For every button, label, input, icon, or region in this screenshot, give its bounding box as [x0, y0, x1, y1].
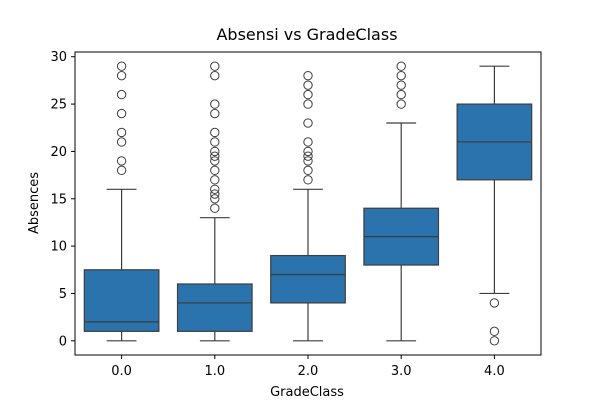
outlier-point	[210, 184, 220, 194]
outlier-point	[489, 326, 500, 337]
outlier-point	[210, 137, 220, 147]
outlier-point	[210, 146, 220, 157]
outlier-point	[210, 70, 220, 81]
outlier-point	[303, 151, 313, 161]
y-tick-label: 0	[59, 334, 67, 349]
outlier-point	[116, 61, 127, 71]
outlier-point	[303, 99, 313, 109]
y-tick-label: 20	[50, 145, 67, 160]
outlier-point	[210, 203, 220, 213]
outlier-point	[303, 156, 313, 166]
outlier-point	[210, 108, 220, 119]
outlier-point	[303, 146, 313, 157]
outlier-point	[210, 156, 220, 166]
outlier-point	[210, 61, 220, 71]
outlier-point	[303, 80, 313, 90]
outlier-point	[210, 151, 220, 161]
x-tick-label: 3.0	[391, 364, 412, 379]
outlier-point	[116, 108, 127, 119]
y-tick-label: 10	[50, 240, 67, 255]
outlier-point	[210, 99, 220, 109]
outlier-point	[210, 165, 220, 176]
y-tick-label: 5	[59, 287, 67, 302]
box-0.0	[83, 269, 160, 332]
outlier-point	[303, 137, 313, 147]
outlier-point	[116, 137, 127, 147]
x-tick-label: 2.0	[298, 364, 319, 379]
box-2.0	[270, 254, 346, 304]
outlier-point	[116, 156, 127, 166]
outlier-point	[396, 99, 406, 109]
outlier-point	[210, 127, 220, 138]
plot-area: 0 5 10 15 20 25 30 0.0 1.0 2.0 3.0 4.0	[50, 50, 542, 379]
y-tick-label: 30	[50, 50, 67, 65]
y-tick-label: 25	[50, 98, 67, 113]
outlier-point	[210, 194, 220, 204]
x-tick-label: 1.0	[204, 364, 225, 379]
outlier-point	[210, 175, 220, 185]
outlier-point	[396, 70, 406, 81]
outlier-point	[210, 189, 220, 199]
chart-title: Absensi vs GradeClass	[216, 25, 397, 44]
outlier-point	[489, 336, 500, 346]
box-1.0	[176, 283, 253, 332]
y-tick-label: 15	[50, 192, 67, 207]
outlier-point	[303, 165, 313, 176]
x-tick-label: 0.0	[111, 364, 132, 379]
outlier-point	[116, 70, 127, 81]
outlier-point	[396, 80, 406, 90]
outlier-point	[116, 127, 127, 138]
x-tick-label: 4.0	[484, 364, 505, 379]
outlier-point	[489, 298, 500, 308]
outlier-point	[303, 175, 313, 185]
outlier-point	[116, 165, 127, 176]
outlier-point	[303, 70, 313, 81]
outlier-point	[303, 118, 313, 128]
outlier-point	[396, 89, 406, 100]
outlier-point	[303, 89, 313, 100]
outlier-point	[396, 61, 406, 71]
outlier-point	[116, 89, 127, 100]
x-axis-title: GradeClass	[270, 385, 344, 400]
y-axis-title: Absences	[27, 172, 42, 234]
